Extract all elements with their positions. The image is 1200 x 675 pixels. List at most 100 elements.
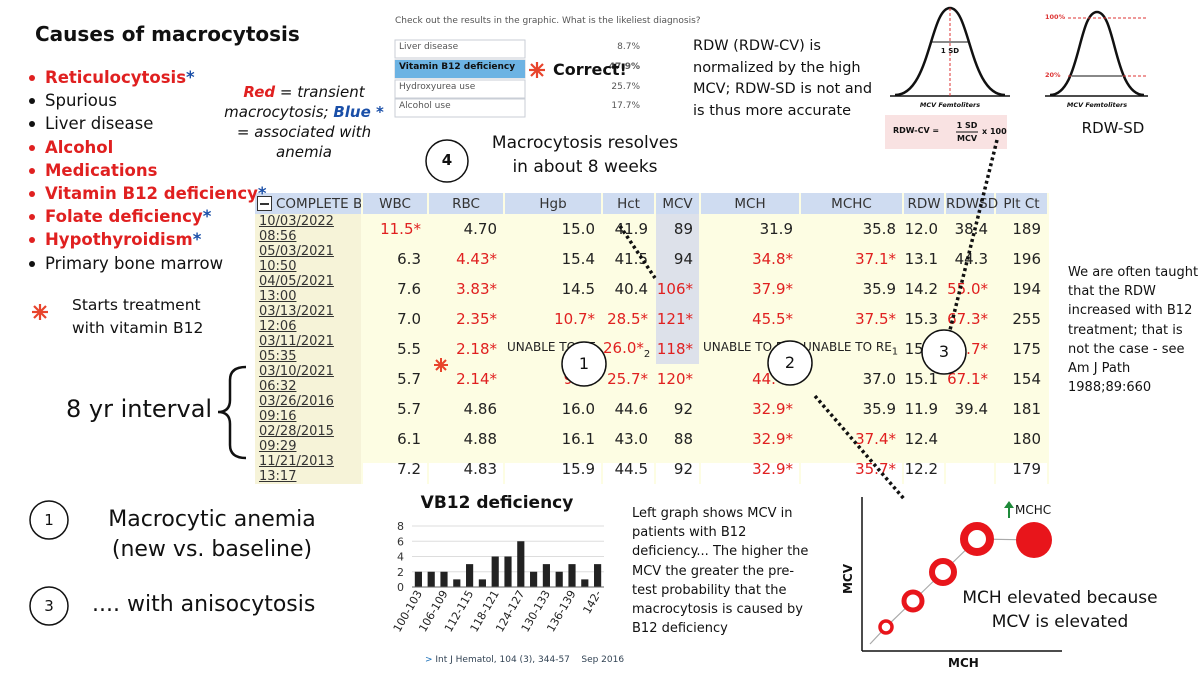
cause-text: Vitamin B12 deficiency <box>45 184 258 204</box>
cell: 3.83* <box>428 274 505 304</box>
cell: 7.0 <box>362 304 429 334</box>
cell-text: 10.7* <box>554 310 595 328</box>
cell-text: 32.9* <box>752 430 793 448</box>
bar <box>568 564 576 587</box>
cell: 16.1 <box>504 424 603 454</box>
cell-text: 37.4* <box>855 430 896 448</box>
rdw-sd-title: RDW-SD <box>1081 119 1145 137</box>
cell-text: 189 <box>1012 220 1041 238</box>
cell-text: 28.5* <box>607 310 648 328</box>
cause-text: Primary bone marrow <box>45 253 224 273</box>
cell-text: 44.5 <box>614 460 648 478</box>
cell: 35.9 <box>800 394 904 424</box>
cause-item: Spurious <box>28 89 267 112</box>
cell-text: 41.5 <box>614 250 648 268</box>
column-header: MCHC <box>800 193 904 214</box>
cell: 5.7 <box>362 364 429 394</box>
line: treatment; that is <box>1068 322 1183 338</box>
cell-text: 194 <box>1012 280 1041 298</box>
cell-text: 14.5 <box>561 280 595 298</box>
line: MCV the greater the pre- <box>632 563 795 579</box>
cell-text: 37.5* <box>855 310 896 328</box>
column-header: Plt Ct <box>995 193 1049 214</box>
number-circle <box>29 500 69 540</box>
cell-text: 2.14* <box>456 370 497 388</box>
bar <box>530 571 538 587</box>
cell: 37.1* <box>800 244 904 274</box>
cell-text: 12.0 <box>904 220 938 238</box>
schematic-note: MCV is elevated <box>991 612 1129 632</box>
cell: UNABLE TO RE1 <box>800 334 904 364</box>
cell: 14.5 <box>504 274 603 304</box>
cell-text: 121* <box>656 310 693 328</box>
cell: 5.5 <box>362 334 429 364</box>
cell: 194 <box>995 274 1049 304</box>
number-circle <box>425 139 469 183</box>
cause-item: Vitamin B12 deficiency* <box>28 182 267 205</box>
line: Am J Path <box>1068 361 1131 377</box>
cause-marker: * <box>186 68 195 87</box>
circle-number: 3 <box>938 342 950 361</box>
cell-text: 15.0 <box>561 220 595 238</box>
cbc-table: COMPLETE B WBC RBC Hgb Hct MCV MCH MCHC RDW RDWSD… <box>255 193 1049 484</box>
bar <box>517 541 525 587</box>
bar <box>491 556 499 587</box>
row: 03/10/2021 06:325.72.14*9.5*25.7*120*44.… <box>255 364 1049 394</box>
date-cell: 10/03/2022 08:56 <box>255 214 363 244</box>
cell: 7.2 <box>362 454 429 484</box>
legend-text: = transient macrocytosis; <box>224 83 365 121</box>
y-axis-label: MCV <box>841 563 856 595</box>
bar <box>453 579 461 587</box>
asterisk-icon <box>434 358 448 372</box>
bell-curve <box>890 6 1010 97</box>
cause-text: Folate deficiency <box>45 207 203 227</box>
cell: 255 <box>995 304 1049 334</box>
cell-text: 7.2 <box>397 460 421 478</box>
bar <box>427 571 435 587</box>
cell: 189 <box>995 214 1049 244</box>
cell-text: 35.7* <box>855 460 896 478</box>
date-cell: 05/03/2021 10:50 <box>255 244 363 274</box>
quiz-option: Liver disease <box>399 42 459 52</box>
cause-item: Primary bone marrow <box>28 252 267 275</box>
y-tick-label: 8 <box>397 520 404 533</box>
date-cell: 03/10/2021 06:32 <box>255 364 363 394</box>
y-tick-label: 6 <box>397 535 404 548</box>
formula-box <box>885 115 1007 149</box>
cell-text: 32.9* <box>752 460 793 478</box>
line: RDW (RDW-CV) is <box>693 38 821 54</box>
cause-text: Medications <box>45 160 158 180</box>
cell-text: 2.18* <box>456 340 497 358</box>
cell: 26.0*2 <box>602 334 656 364</box>
cell-text: 118* <box>656 340 693 358</box>
line: deficiency... The higher the <box>632 544 809 560</box>
cell: 12.0 <box>903 214 946 244</box>
cell: 179 <box>995 454 1049 484</box>
cell: 15.9 <box>504 454 603 484</box>
cell: 94 <box>655 244 701 274</box>
cell: 37.9* <box>700 274 801 304</box>
cell: 121* <box>655 304 701 334</box>
treatment-note: Starts treatment <box>72 296 201 314</box>
row: 11/21/2013 13:17 7.2 4.83 15.9 44.5 92 32.9* 35… <box>255 454 1049 484</box>
cell: 32.9* <box>700 454 801 484</box>
quiz-option: Hydroxyurea use <box>399 82 476 92</box>
cause-text: Hypothyroidism <box>45 230 193 250</box>
bar <box>440 571 448 587</box>
cause-marker: * <box>192 230 202 250</box>
bell-curve <box>1045 10 1148 97</box>
legend-red: Red <box>243 83 276 101</box>
cell: 35.9 <box>800 274 904 304</box>
cell: 11.9 <box>903 394 946 424</box>
cell: 13.1 <box>903 244 946 274</box>
column-header: RBC <box>428 193 505 214</box>
line: B12 deficiency <box>632 621 728 637</box>
bar-chart: 02468100-103106-109112-115118-121124-127… <box>391 520 604 634</box>
cell-text: 31.9 <box>759 220 793 238</box>
date-cell: 03/26/2016 09:16 <box>255 394 363 424</box>
treatment-note: with vitamin B12 <box>72 319 204 337</box>
cell-text: 106* <box>656 280 693 298</box>
cell-note: 1 <box>891 346 899 358</box>
resolve-note: in about 8 weeks <box>512 157 658 177</box>
